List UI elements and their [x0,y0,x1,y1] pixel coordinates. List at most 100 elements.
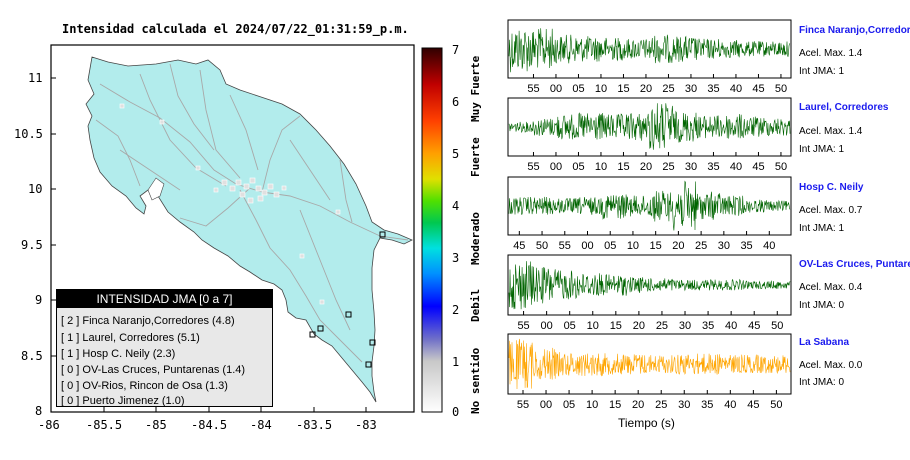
station-accel: Acel. Max. 0.7 [799,205,863,216]
waveform-tick-label: 05 [604,240,616,252]
map-y-tick: 11 [28,71,43,85]
waveform-panel: 55 00 05 10 15 20 25 30 35 40 45 50 [507,254,792,332]
station-name: Laurel, Corredores [799,102,889,113]
colorbar-tick: 3 [452,251,460,265]
waveform-tick-label: 35 [707,83,719,95]
map-y-tick: 10 [28,182,43,196]
waveform-tick-label: 15 [617,83,629,95]
waveform-tick-label: 40 [730,83,742,95]
gulf-of-nicoya [147,177,165,201]
waveform-panel: 55 00 05 10 15 20 25 30 35 40 45 50 [507,97,792,173]
waveform-tick-label: 30 [685,161,697,173]
waveform-tick-label: 10 [595,161,607,173]
category-label: Muy Fuerte [469,55,482,122]
waveform-panel: 55 00 05 10 15 20 25 30 35 40 45 50 [507,19,792,95]
waveform-tick-label: 40 [724,399,736,411]
station-accel: Acel. Max. 1.4 [799,126,863,137]
waveform-tick-label: 55 [517,399,529,411]
waveform-panels: 55 00 05 10 15 20 25 30 35 40 45 50 55 00 05 10 15 20 25 30… [507,19,792,411]
waveform-tick-label: 00 [581,240,593,252]
colorbar-tick: 7 [452,43,460,57]
station-name: Finca Naranjo,Corredores [799,25,910,36]
waveform-tick-label: 15 [609,399,621,411]
colorbar-tick: 6 [452,95,460,109]
waveform-tick-label: 45 [748,320,760,332]
legend-item: [ 0 ] OV-Las Cruces, Puntarenas (1.4) [61,364,246,376]
station-int: Int JMA: 1 [799,223,845,234]
waveform-trace [508,261,791,310]
map-x-tick: -85 [145,418,167,432]
colorbar-tick: 1 [452,355,460,369]
waveform-tick-label: 55 [559,240,571,252]
map-x-tick: -86 [38,418,60,432]
colorbar [421,47,443,413]
waveform-tick-label: 05 [564,320,576,332]
station-markers [309,231,386,368]
station-int: Int JMA: 0 [799,377,845,388]
colorbar-tick: 5 [452,147,460,161]
waveform-tick-label: 00 [550,83,562,95]
waveform-tick-label: 50 [770,399,782,411]
map-y-tick: 8 [35,404,43,418]
waveform-tick-label: 15 [610,320,622,332]
waveform-tick-label: 25 [656,320,668,332]
station-accel: Acel. Max. 0.4 [799,282,863,293]
waveform-tick-label: 25 [662,83,674,95]
waveform-tick-label: 40 [725,320,737,332]
waveform-tick-label: 40 [763,240,775,252]
map-y-tick: 9 [35,293,43,307]
waveform-tick-label: 50 [775,161,787,173]
waveform-tick-label: 35 [740,240,752,252]
waveform-tick-label: 45 [752,161,764,173]
map-y-tick: 10.5 [14,127,43,141]
waveform-tick-label: 50 [771,320,783,332]
waveform-tick-label: 00 [540,399,552,411]
station-name: Hosp C. Neily [799,182,864,193]
map-title: Intensidad calculada el 2024/07/22_01:31… [62,22,409,36]
legend-title: INTENSIDAD JMA [0 a 7] [57,290,272,308]
waveform-tick-label: 45 [513,240,525,252]
category-label: Debil [469,289,482,322]
station-marker [309,331,316,338]
category-label: No sentido [469,347,482,414]
legend-item: [ 2 ] Finca Naranjo,Corredores (4.8) [61,315,235,327]
waveform-tick-label: 25 [695,240,707,252]
waveform-panel: 45 50 55 00 05 10 15 20 25 30 35 40 [507,176,792,252]
waveform-tick-label: 10 [586,399,598,411]
map-x-tick: -85.5 [86,418,123,432]
station-name: OV-Las Cruces, Puntarenas [799,259,910,270]
waveform-tick-label: 25 [662,161,674,173]
station-int: Int JMA: 0 [799,300,845,311]
waveform-trace [508,180,791,231]
waveform-tick-label: 30 [718,240,730,252]
waveform-x-label: Tiempo (s) [618,416,675,430]
waveform-trace [508,28,791,73]
colorbar-tick: 0 [452,405,460,419]
waveform-tick-label: 40 [730,161,742,173]
waveform-tick-label: 10 [627,240,639,252]
waveform-tick-label: 15 [617,161,629,173]
waveform-tick-label: 20 [640,161,652,173]
waveform-tick-label: 55 [517,320,529,332]
waveform-tick-label: 05 [563,399,575,411]
map-x-tick: -84.5 [191,418,228,432]
station-accel: Acel. Max. 1.4 [799,48,863,59]
map-y-tick: 8.5 [21,349,43,363]
map-axis-ticks [50,77,367,412]
colorbar-tick: 2 [452,303,460,317]
waveform-tick-label: 55 [527,161,539,173]
intensity-legend: INTENSIDAD JMA [0 a 7] [ 2 ] Finca Naran… [56,289,273,407]
costa-rica-land [85,56,413,403]
waveform-tick-label: 25 [655,399,667,411]
station-marker [317,325,324,332]
waveform-tick-label: 45 [747,399,759,411]
station-marker [365,361,372,368]
waveform-trace [508,103,791,150]
waveform-tick-label: 05 [572,161,584,173]
waveform-tick-label: 30 [685,83,697,95]
category-label: Fuerte [469,137,482,177]
waveform-tick-label: 35 [701,399,713,411]
waveform-tick-label: 35 [707,161,719,173]
station-int: Int JMA: 1 [799,144,845,155]
category-label: Moderado [469,212,482,265]
